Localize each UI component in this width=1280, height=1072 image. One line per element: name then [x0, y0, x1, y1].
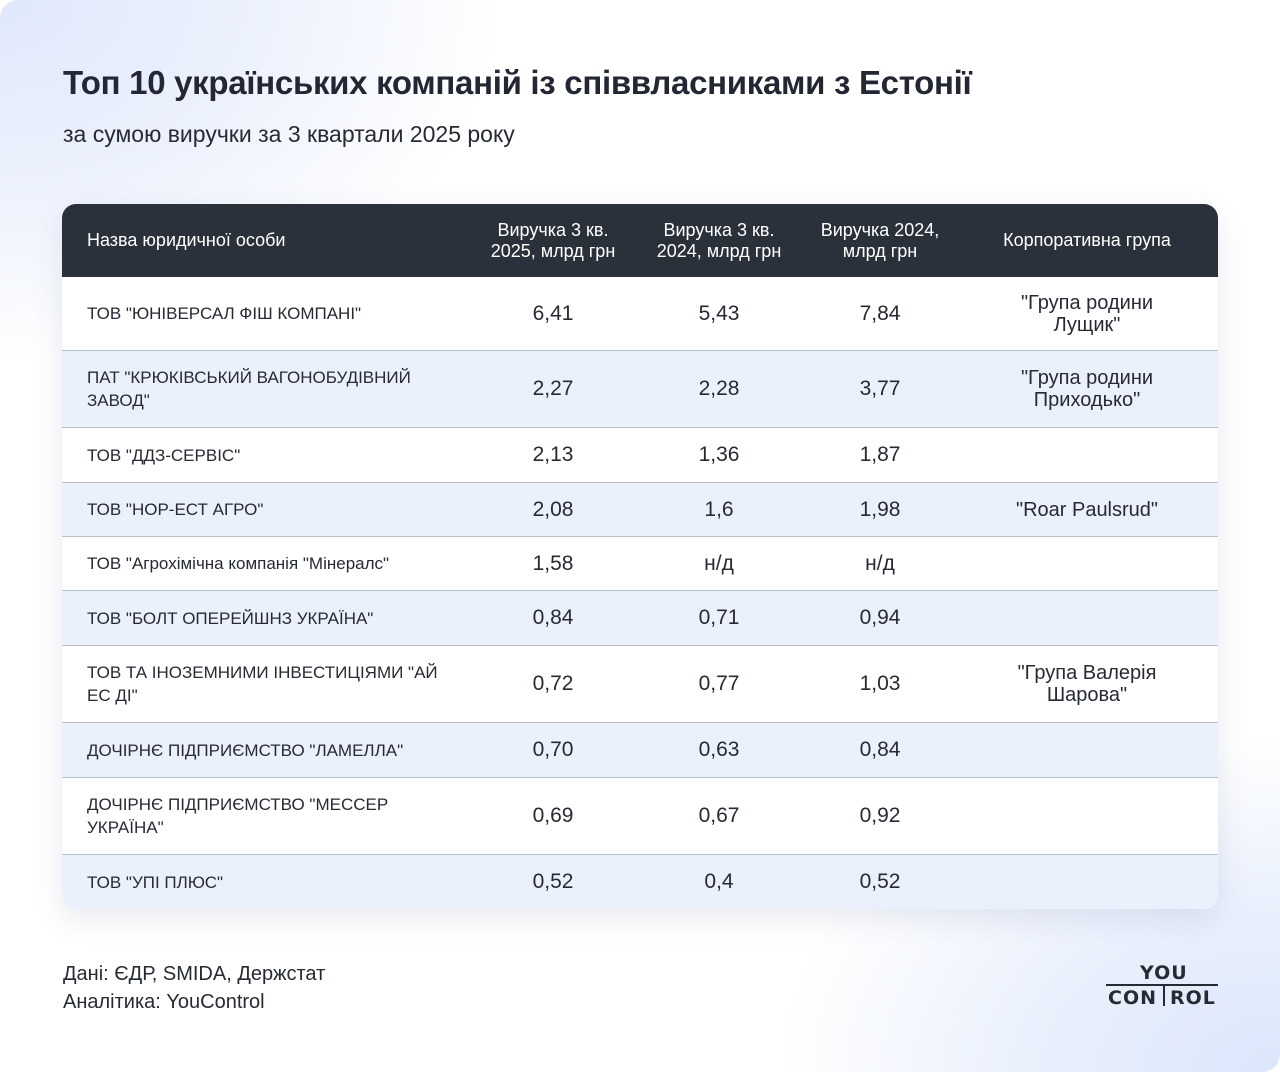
youcontrol-logo: YOU CON ROL — [1106, 962, 1218, 1009]
rev-2024: 0,94 — [859, 606, 901, 629]
company-name: ТОВ "БОЛТ ОПЕРЕЙШНЗ УКРАЇНА" — [87, 608, 374, 628]
table-row: ТОВ "НОР-ЕСТ АГРО" 2,08 1,6 1,98 "Roar P… — [62, 483, 1218, 537]
rev-q3-2024: н/д — [704, 551, 734, 575]
company-name: ДОЧІРНЄ ПІДПРИЄМСТВО "МЕССЕР УКРАЇНА" — [87, 795, 389, 837]
logo-t-stem-icon — [1163, 984, 1165, 1006]
rev-q3-2024: 0,71 — [698, 606, 740, 629]
rev-2024: 0,52 — [859, 870, 901, 893]
rev-q3-2024: 0,63 — [698, 738, 740, 761]
rev-q3-2025: 0,72 — [532, 672, 574, 695]
rev-q3-2025: 0,84 — [532, 606, 574, 629]
rev-q3-2025: 0,69 — [532, 804, 574, 827]
column-header-label: млрд грн — [842, 240, 918, 261]
table-row: ТОВ "ДДЗ-СЕРВІС" 2,13 1,36 1,87 — [62, 428, 1218, 483]
corporate-group: "Група родини Лущик" — [1020, 291, 1154, 336]
column-header-label: Виручка 2024, — [820, 219, 940, 240]
rev-q3-2025: 2,27 — [532, 377, 574, 400]
company-name: ТОВ "Агрохімічна компанія "Мінералс" — [87, 554, 390, 573]
analytics-credit-text: Аналітика: YouControl — [63, 991, 265, 1013]
rev-q3-2024: 0,77 — [698, 672, 740, 695]
column-header-label: Назва юридичної особи — [87, 230, 286, 250]
company-name: ДОЧІРНЄ ПІДПРИЄМСТВО "ЛАМЕЛЛА" — [87, 740, 404, 760]
column-header-name: Назва юридичної особи — [62, 230, 472, 251]
rev-q3-2024: 2,28 — [698, 377, 740, 400]
rev-2024: 1,98 — [859, 497, 901, 521]
logo-text-con: CON — [1108, 987, 1157, 1009]
rev-2024: 1,03 — [859, 672, 901, 695]
rev-2024: 1,87 — [859, 443, 901, 466]
table-row: ТОВ "ЮНІВЕРСАЛ ФІШ КОМПАНІ" 6,41 5,43 7,… — [62, 277, 1218, 351]
rev-q3-2024: 5,43 — [698, 301, 740, 325]
logo-text-you: YOU — [1140, 962, 1188, 984]
table-row: ТОВ "БОЛТ ОПЕРЕЙШНЗ УКРАЇНА" 0,84 0,71 0… — [62, 591, 1218, 646]
table-row: ДОЧІРНЄ ПІДПРИЄМСТВО "МЕССЕР УКРАЇНА" 0,… — [62, 778, 1218, 855]
page-subtitle: за сумою виручки за 3 квартали 2025 року — [63, 121, 515, 147]
corporate-group: "Група родини Приходько" — [1020, 367, 1154, 411]
rev-q3-2024: 1,6 — [704, 497, 734, 521]
column-header-label: Корпоративна група — [1003, 230, 1171, 250]
company-name: ТОВ ТА ІНОЗЕМНИМИ ІНВЕСТИЦІЯМИ "АЙ ЕС ДІ… — [87, 663, 438, 705]
logo-bar-icon — [1106, 984, 1218, 986]
corporate-group: "Roar Paulsrud" — [1015, 498, 1159, 521]
column-header-label: Виручка 3 кв. — [497, 219, 609, 240]
table-row: ДОЧІРНЄ ПІДПРИЄМСТВО "ЛАМЕЛЛА" 0,70 0,63… — [62, 723, 1218, 778]
rev-q3-2024: 0,67 — [698, 804, 740, 827]
column-header-label: Виручка 3 кв. — [663, 219, 775, 240]
company-name: ТОВ "УПІ ПЛЮС" — [87, 872, 224, 892]
rev-2024: 0,84 — [859, 738, 901, 761]
company-name: ТОВ "НОР-ЕСТ АГРО" — [87, 500, 264, 519]
rev-2024: 7,84 — [859, 301, 901, 325]
rev-q3-2025: 2,13 — [532, 443, 574, 466]
column-header-rev-q3-2025: Виручка 3 кв. 2025, млрд грн — [472, 220, 634, 262]
corporate-group: "Група Валерія Шарова" — [1017, 662, 1157, 706]
column-header-label: 2025, млрд грн — [490, 240, 616, 261]
rev-2024: н/д — [865, 551, 895, 575]
rev-2024: 0,92 — [859, 804, 901, 827]
logo-text-rol: ROL — [1170, 987, 1216, 1009]
table-row: ПАТ "КРЮКІВСЬКИЙ ВАГОНОБУДІВНИЙ ЗАВОД" 2… — [62, 351, 1218, 428]
column-header-rev-2024: Виручка 2024, млрд грн — [804, 220, 956, 262]
column-header-rev-q3-2024: Виручка 3 кв. 2024, млрд грн — [634, 220, 804, 262]
rev-q3-2024: 0,4 — [704, 870, 734, 893]
companies-table: Назва юридичної особи Виручка 3 кв. 2025,… — [62, 204, 1218, 909]
column-header-label: 2024, млрд грн — [656, 240, 782, 261]
rev-q3-2025: 0,70 — [532, 738, 574, 761]
rev-q3-2025: 1,58 — [532, 551, 574, 575]
rev-q3-2025: 2,08 — [532, 497, 574, 521]
table-row: ТОВ "Агрохімічна компанія "Мінералс" 1,5… — [62, 537, 1218, 591]
company-name: ПАТ "КРЮКІВСЬКИЙ ВАГОНОБУДІВНИЙ ЗАВОД" — [87, 368, 411, 410]
page-title: Топ 10 українських компаній із співвласн… — [63, 64, 972, 101]
footer-sources: Дані: ЄДР, SMIDA, Держстат Аналітика: Yo… — [63, 960, 325, 1016]
rev-q3-2025: 0,52 — [532, 870, 574, 893]
company-name: ТОВ "ДДЗ-СЕРВІС" — [87, 445, 241, 465]
rev-q3-2025: 6,41 — [532, 301, 574, 325]
rev-q3-2024: 1,36 — [698, 443, 740, 466]
rev-2024: 3,77 — [859, 377, 901, 400]
data-sources-text: Дані: ЄДР, SMIDA, Держстат — [63, 963, 326, 985]
table-row: ТОВ ТА ІНОЗЕМНИМИ ІНВЕСТИЦІЯМИ "АЙ ЕС ДІ… — [62, 646, 1218, 723]
table-row: ТОВ "УПІ ПЛЮС" 0,52 0,4 0,52 — [62, 855, 1218, 909]
table-header-row: Назва юридичної особи Виручка 3 кв. 2025,… — [62, 204, 1218, 277]
column-header-group: Корпоративна група — [956, 230, 1218, 251]
company-name: ТОВ "ЮНІВЕРСАЛ ФІШ КОМПАНІ" — [87, 304, 362, 323]
